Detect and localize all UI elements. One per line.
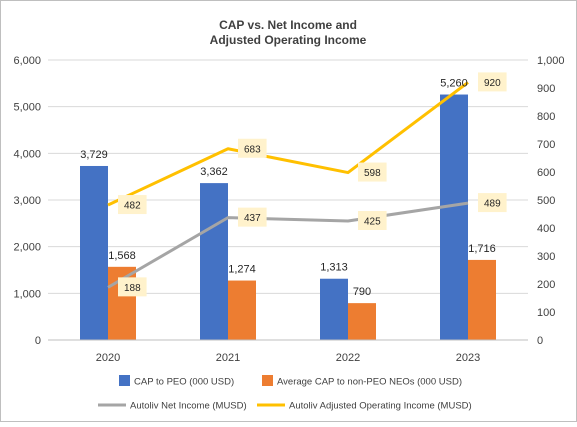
operating-income-line: [107, 81, 469, 207]
right-axis-tick-label: 0: [537, 335, 543, 347]
x-axis-tick-label: 2022: [336, 352, 360, 364]
left-axis-tick-label: 4,000: [13, 148, 41, 160]
line-data-label-box: [238, 207, 267, 227]
right-axis-tick-label: 300: [537, 251, 555, 263]
x-axis: 2020 2021 2022 2023: [48, 339, 528, 364]
line-data-label-box: [118, 195, 147, 215]
line-data-label: 920: [484, 78, 501, 89]
legend-label: Autoliv Net Income (MUSD): [130, 401, 247, 412]
bar-cap-peo: [80, 165, 108, 340]
bar-data-label: 3,362: [200, 166, 228, 178]
line-data-label: 489: [484, 199, 501, 210]
bar-data-label: 790: [353, 286, 371, 298]
x-axis-tick-label: 2023: [456, 352, 480, 364]
net-income-line: [107, 201, 469, 289]
line-data-label: 482: [124, 201, 141, 212]
line-data-label: 188: [124, 283, 141, 294]
line-data-label-box: [478, 193, 507, 213]
bar-data-label: 5,260: [440, 78, 468, 90]
legend-label: Autoliv Adjusted Operating Income (MUSD): [289, 401, 472, 412]
bar-data-label: 1,716: [468, 243, 496, 255]
chart-title-line-1: CAP vs. Net Income and: [219, 18, 357, 32]
left-axis-tick-label: 3,000: [13, 195, 41, 207]
right-axis-tick-label: 900: [537, 83, 555, 95]
legend-label: Average CAP to non-PEO NEOs (000 USD): [277, 377, 462, 388]
right-axis-tick-label: 600: [537, 167, 555, 179]
right-axis: 0 100 200 300 400 500 600 700 800 900 1,000: [537, 55, 565, 347]
line-data-label-box: [358, 211, 387, 230]
left-axis-tick-label: 2,000: [13, 242, 41, 254]
right-axis-tick-label: 200: [537, 279, 555, 291]
line-data-label-box: [118, 277, 147, 297]
legend-label: CAP to PEO (000 USD): [134, 377, 234, 388]
line-data-label-box: [478, 72, 507, 92]
left-axis: 0 1,000 2,000 3,000 4,000 5,000 6,000: [13, 55, 41, 347]
bar-data-label: 1,274: [228, 264, 256, 276]
chart-title-line-2: Adjusted Operating Income: [210, 33, 367, 47]
line-data-label: 425: [364, 217, 381, 228]
left-axis-tick-label: 5,000: [13, 102, 41, 114]
right-axis-tick-label: 700: [537, 139, 555, 151]
x-axis-tick-label: 2021: [216, 352, 240, 364]
legend-swatch: [262, 375, 273, 386]
line-data-label-box: [238, 138, 267, 158]
line-data-label: 683: [244, 144, 261, 155]
bar-cap-neo: [228, 280, 256, 340]
bar-cap-peo: [440, 94, 468, 341]
left-axis-tick-label: 1,000: [13, 288, 41, 300]
legend-swatch: [119, 375, 130, 386]
right-axis-tick-label: 100: [537, 307, 555, 319]
bar-cap-neo: [348, 303, 376, 340]
left-axis-tick-label: 6,000: [13, 55, 41, 67]
line-labels: 188 437 425 489 482 683 598 920: [118, 72, 507, 297]
line-data-label-box: [358, 162, 387, 182]
right-axis-tick-label: 1,000: [537, 55, 565, 67]
lines: [107, 81, 469, 289]
right-axis-tick-label: 800: [537, 111, 555, 123]
bars: [80, 94, 496, 341]
right-axis-tick-label: 500: [537, 195, 555, 207]
bar-labels: 3,729 3,362 1,313 5,260 1,568 1,274 790 1,716: [80, 78, 496, 299]
bar-data-label: 3,729: [80, 149, 108, 161]
bar-cap-peo: [320, 278, 348, 340]
bar-cap-neo: [468, 259, 496, 340]
bar-data-label: 1,313: [320, 262, 348, 274]
left-axis-tick-label: 0: [35, 335, 41, 347]
bar-cap-peo: [200, 183, 228, 340]
x-axis-tick-label: 2020: [96, 352, 120, 364]
bar-data-label: 1,568: [108, 250, 136, 262]
legend: CAP to PEO (000 USD) Average CAP to non-P…: [98, 375, 472, 412]
line-data-label: 598: [364, 168, 381, 179]
line-data-label: 437: [244, 213, 261, 224]
right-axis-tick-label: 400: [537, 223, 555, 235]
